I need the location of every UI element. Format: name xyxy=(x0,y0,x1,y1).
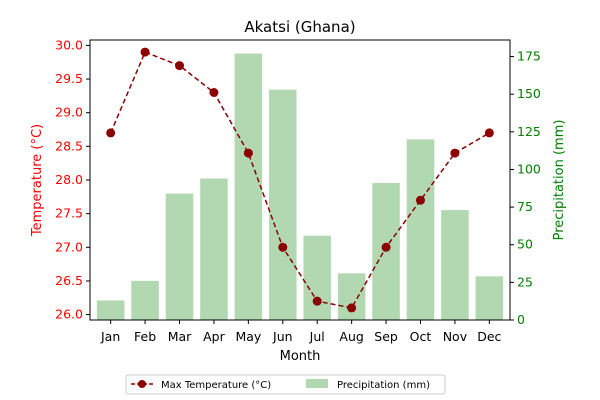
x-tick-label: Dec xyxy=(477,329,501,344)
precipitation-bar xyxy=(475,276,504,320)
left-axis-label: Temperature (°C) xyxy=(30,124,45,237)
x-tick-label: Feb xyxy=(134,329,156,344)
legend-temperature-label: Max Temperature (°C) xyxy=(161,380,271,391)
right-tick-label: 100 xyxy=(517,161,541,176)
x-tick-label: Aug xyxy=(339,329,363,344)
precipitation-bar xyxy=(337,273,366,320)
precipitation-bar xyxy=(96,300,125,320)
right-tick-label: 150 xyxy=(517,86,541,101)
temperature-point xyxy=(484,128,494,138)
precipitation-bars xyxy=(96,53,504,320)
left-tick-label: 26.5 xyxy=(55,273,83,288)
precipitation-bar xyxy=(406,139,435,320)
temperature-point xyxy=(312,296,322,306)
right-tick-label: 25 xyxy=(517,274,533,289)
left-tick-label: 26.0 xyxy=(55,307,83,322)
temperature-point xyxy=(347,303,357,313)
temperature-point xyxy=(278,242,288,252)
x-tick-label: Jul xyxy=(309,329,325,344)
temperature-point xyxy=(175,61,185,71)
left-tick-label: 28.5 xyxy=(55,138,83,153)
temperature-point xyxy=(450,148,460,158)
legend-precipitation-label: Precipitation (mm) xyxy=(337,380,430,391)
right-tick-label: 125 xyxy=(517,124,541,139)
right-tick-label: 75 xyxy=(517,199,533,214)
precipitation-bar xyxy=(200,178,228,320)
right-tick-label: 50 xyxy=(517,237,533,252)
temperature-point xyxy=(106,128,116,138)
temperature-line-path xyxy=(109,51,490,309)
legend-frame xyxy=(125,374,446,395)
left-tick-label: 30.0 xyxy=(55,37,83,52)
temperature-point xyxy=(243,148,253,158)
right-tick-label: 0 xyxy=(517,312,525,327)
x-tick-label: Apr xyxy=(203,329,225,344)
right-axis: 0 25 50 75 100 125 150 175 xyxy=(510,49,541,327)
temperature-point xyxy=(415,195,425,205)
x-tick-label: Jun xyxy=(272,329,293,344)
precipitation-bar xyxy=(131,280,159,320)
precipitation-bar xyxy=(303,235,331,320)
left-tick-label: 27.5 xyxy=(55,206,83,221)
x-tick-label: Mar xyxy=(168,329,192,344)
precipitation-bar xyxy=(234,53,263,320)
precipitation-bar xyxy=(269,89,297,320)
precipitation-bar xyxy=(441,210,469,320)
left-tick-label: 29.5 xyxy=(55,71,83,86)
chart-title: Akatsi (Ghana) xyxy=(244,18,355,36)
temperature-line xyxy=(106,47,494,313)
temperature-point xyxy=(381,242,391,252)
legend-temperature-marker xyxy=(138,380,146,388)
x-tick-label: Sep xyxy=(374,329,398,344)
temperature-point xyxy=(209,88,219,97)
x-tick-label: Jan xyxy=(100,329,120,344)
right-tick-label: 175 xyxy=(517,49,541,64)
legend-precipitation-swatch xyxy=(306,379,328,388)
x-tick-label: Nov xyxy=(443,329,468,344)
x-axis-label: Month xyxy=(280,349,321,364)
legend: Max Temperature (°C) Precipitation (mm) xyxy=(125,374,446,395)
left-tick-label: 27.0 xyxy=(55,239,83,254)
x-tick-label: May xyxy=(235,329,261,344)
left-axis: 26.0 26.5 27.0 27.5 28.0 28.5 29.0 29.5 30.0 xyxy=(55,37,90,322)
x-axis: Jan Feb Mar Apr May Jun Jul Aug Sep Oct Nov Dec xyxy=(100,320,502,344)
precipitation-bar xyxy=(165,193,194,320)
x-tick-label: Oct xyxy=(410,329,432,344)
left-tick-label: 29.0 xyxy=(55,105,83,120)
temperature-point xyxy=(140,47,150,57)
right-axis-label: Precipitation (mm) xyxy=(552,120,567,241)
left-tick-label: 28.0 xyxy=(55,172,83,187)
